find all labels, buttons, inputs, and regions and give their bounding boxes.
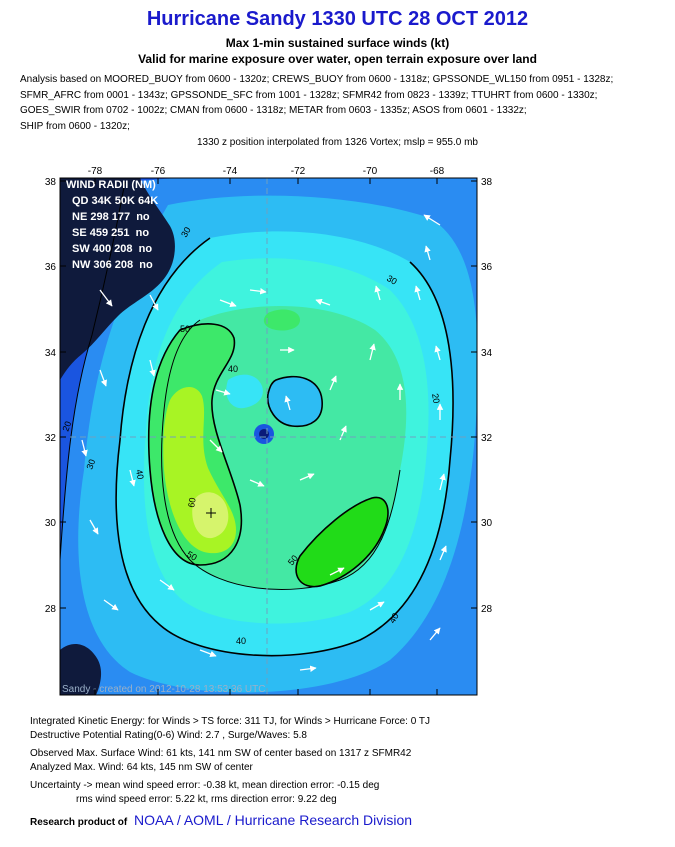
- observed-max-text: Observed Max. Surface Wind: 61 kts, 141 …: [30, 748, 412, 759]
- lon-tick-label: -72: [291, 166, 306, 177]
- wind-radii-box: WIND RADII (NM) QD 34K 50K 64K NE 298 17…: [66, 179, 158, 271]
- contour-label: 50: [185, 549, 199, 563]
- credit-label: Research product of: [30, 817, 128, 828]
- dpr-text: Destructive Potential Rating(0-6) Wind: …: [30, 730, 307, 741]
- inner-core-low: [267, 376, 323, 427]
- uncertainty-text: Uncertainty -> mean wind speed error: -0…: [30, 780, 380, 791]
- contour-label: 60: [186, 497, 198, 509]
- coastline-land-south: [60, 644, 102, 695]
- band-50kt-east: [296, 497, 388, 587]
- credit-org-link[interactable]: NOAA / AOML / Hurricane Research Divisio…: [134, 812, 413, 828]
- band-50kt-north: [263, 309, 300, 331]
- credit-line: Research product of NOAA / AOML / Hurric…: [30, 812, 412, 828]
- contour-value-labels: 20 30 30 40 40 40 50 50 50 60 40 30 20: [60, 225, 441, 646]
- lat-tick-label: 38: [481, 177, 493, 188]
- coastline-land: [60, 178, 175, 380]
- lon-tick-label: -70: [363, 166, 378, 177]
- analysis-sources: Analysis based on MOORED_BUOY from 0600 …: [20, 72, 660, 134]
- wind-radii-row: SE 459 251 no: [72, 227, 149, 239]
- position-note: 1330 z position interpolated from 1326 V…: [196, 137, 478, 148]
- wind-radii-header: QD 34K 50K 64K: [72, 195, 158, 207]
- wind-radii-row: NE 298 177 no: [72, 211, 150, 223]
- lat-tick-label: 28: [481, 604, 493, 615]
- crosshair: [60, 178, 477, 695]
- lon-tick-label: -76: [151, 166, 166, 177]
- wind-radii-title: WIND RADII (NM): [66, 179, 156, 191]
- center-marker: [206, 508, 216, 518]
- analysis-line: SHIP from 0600 - 1320z;: [20, 120, 130, 132]
- analyzed-max-text: Analyzed Max. Wind: 64 kts, 145 nm SW of…: [30, 762, 253, 773]
- analysis-line: GOES_SWIR from 0702 - 1002z; CMAN from 0…: [20, 105, 527, 116]
- lat-tick-label: 36: [45, 262, 57, 273]
- ike-text: Integrated Kinetic Energy: for Winds > T…: [30, 716, 430, 727]
- lon-tick-label: -78: [88, 166, 103, 177]
- wind-radii-row: NW 306 208 no: [72, 259, 153, 271]
- analysis-line: Analysis based on MOORED_BUOY from 0600 …: [20, 74, 614, 85]
- lat-tick-label: 38: [45, 177, 57, 188]
- rms-text: rms wind speed error: 5.22 kt, rms direc…: [76, 794, 337, 805]
- wind-radii-row: SW 400 208 no: [72, 243, 152, 255]
- lat-tick-label: 32: [481, 433, 493, 444]
- lon-tick-label: -68: [430, 166, 445, 177]
- contour-label: 30: [179, 225, 193, 239]
- contour-label: 50: [180, 324, 190, 334]
- analysis-line: SFMR_AFRC from 0001 - 1343z; GPSSONDE_SF…: [20, 89, 598, 101]
- lat-tick-label: 30: [481, 518, 493, 529]
- lat-tick-label: 36: [481, 262, 493, 273]
- lat-tick-labels-left: 38 36 34 32 30 28: [45, 177, 57, 615]
- contour-label: 40: [134, 469, 146, 481]
- lat-tick-label: 34: [45, 348, 57, 359]
- contour-label: 30: [84, 458, 97, 471]
- contour-label: 30: [385, 273, 399, 287]
- validity-note: Valid for marine exposure over water, op…: [138, 52, 537, 66]
- lat-tick-label: 30: [45, 518, 57, 529]
- lon-tick-labels-top: -78 -76 -74 -72 -70 -68: [88, 166, 445, 177]
- axis-ticks: [60, 178, 477, 695]
- lon-tick-label: -74: [223, 166, 238, 177]
- contour-field: [60, 178, 477, 695]
- contour-label: 20: [430, 393, 442, 405]
- lat-tick-labels-right: 38 36 34 32 30 28: [481, 177, 493, 615]
- contour-label: 50: [286, 553, 300, 567]
- page-title: Hurricane Sandy 1330 UTC 28 OCT 2012: [146, 8, 529, 30]
- contour-lines: [60, 181, 454, 657]
- subtitle: Max 1-min sustained surface winds (kt): [225, 36, 450, 50]
- band-60kt: [192, 492, 229, 539]
- contour-label: 40: [236, 636, 246, 646]
- contour-label: 40: [387, 611, 401, 625]
- lat-tick-label: 32: [45, 433, 57, 444]
- wind-vectors: [81, 214, 447, 672]
- wind-field-map: WIND RADII (NM) QD 34K 50K 64K NE 298 17…: [45, 166, 493, 696]
- eye-region: [226, 374, 263, 409]
- contour-label: 20: [60, 420, 73, 433]
- contour-label: 40: [228, 364, 238, 374]
- lat-tick-label: 28: [45, 604, 57, 615]
- lat-tick-label: 34: [481, 348, 493, 359]
- created-stamp: Sandy - created on 2012-10-28 13:53:36 U…: [62, 684, 265, 695]
